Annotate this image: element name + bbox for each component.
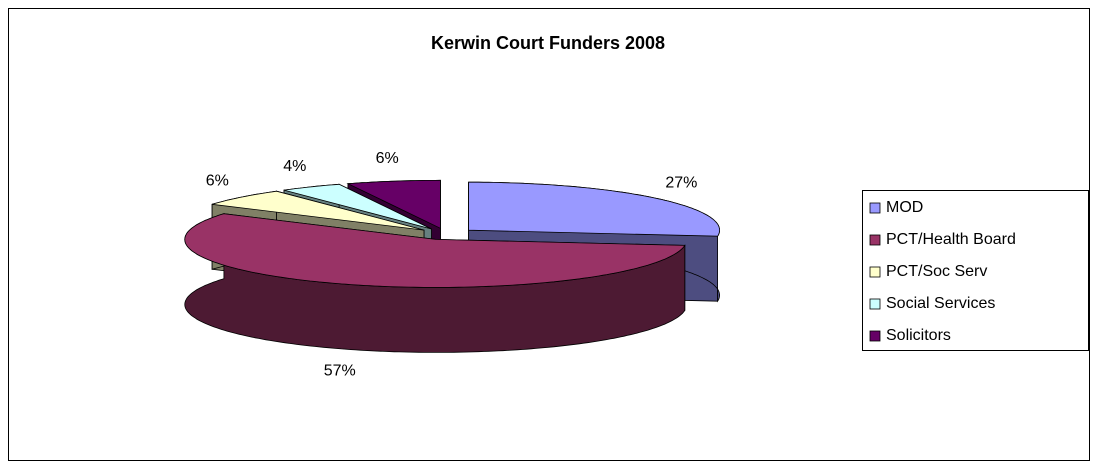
- data-label: 57%: [324, 362, 356, 379]
- legend-swatch: [869, 266, 881, 278]
- chart-title: Kerwin Court Funders 2008: [431, 33, 665, 53]
- data-label: 6%: [376, 150, 399, 167]
- legend-box: [862, 190, 1089, 351]
- legend-swatch: [869, 330, 881, 342]
- slice: [184, 213, 686, 288]
- legend-label: PCT/Soc Serv: [886, 263, 987, 280]
- legend-swatch: [869, 202, 881, 214]
- legend-label: MOD: [886, 199, 923, 216]
- legend-swatch: [869, 234, 881, 246]
- slice: [211, 190, 425, 231]
- legend-swatch: [869, 298, 881, 310]
- slice-tops: [184, 179, 720, 288]
- data-label: 6%: [206, 173, 229, 190]
- legend-label: Social Services: [886, 295, 995, 312]
- legend-label: Solicitors: [886, 327, 951, 344]
- data-label: 4%: [283, 158, 306, 175]
- slice: [346, 179, 441, 229]
- slice: [283, 183, 432, 230]
- legend-label: PCT/Health Board: [886, 231, 1016, 248]
- slice: [468, 181, 720, 237]
- data-label: 27%: [665, 174, 697, 191]
